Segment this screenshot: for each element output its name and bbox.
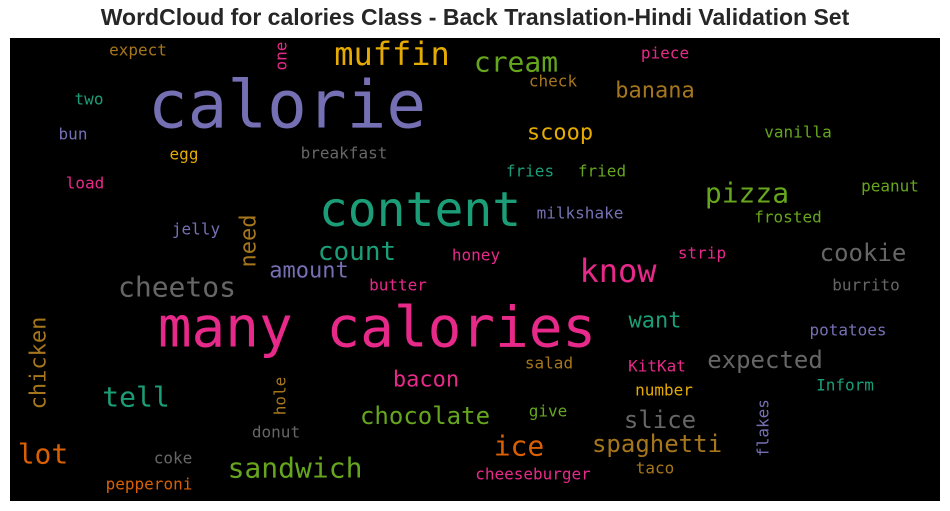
- word-butter: butter: [369, 276, 427, 295]
- word-strip: strip: [678, 244, 726, 263]
- word-flakes: flakes: [754, 399, 773, 457]
- word-pizza: pizza: [705, 177, 789, 210]
- word-frosted: frosted: [754, 208, 821, 227]
- word-slice: slice: [624, 406, 696, 434]
- word-peanut: peanut: [861, 177, 919, 196]
- word-potatoes: potatoes: [809, 321, 886, 340]
- word-number: number: [635, 381, 693, 400]
- word-jelly: jelly: [172, 220, 221, 239]
- word-fries: fries: [506, 162, 554, 181]
- word-sandwich: sandwich: [228, 452, 363, 485]
- word-bacon: bacon: [393, 368, 459, 393]
- word-lot: lot: [18, 438, 69, 471]
- word-know: know: [579, 252, 657, 290]
- word-piece: piece: [641, 44, 689, 63]
- word-coke: coke: [154, 449, 193, 468]
- word-two: two: [75, 90, 104, 109]
- wordcloud-svg: calorie many calories content muffin know cre…: [18, 38, 919, 494]
- word-vanilla: vanilla: [764, 123, 831, 142]
- word-content: content: [319, 182, 521, 238]
- word-scoop: scoop: [527, 121, 593, 146]
- word-honey: honey: [452, 246, 501, 265]
- word-cream: cream: [474, 46, 558, 79]
- word-want: want: [629, 309, 682, 334]
- word-breakfast: breakfast: [301, 144, 388, 163]
- word-inform: Inform: [816, 376, 874, 395]
- word-expect: expect: [109, 41, 167, 60]
- word-pepperoni: pepperoni: [106, 475, 193, 494]
- word-bun: bun: [59, 125, 88, 144]
- word-salad: salad: [525, 354, 573, 373]
- word-expected: expected: [707, 346, 823, 374]
- word-amount: amount: [269, 259, 348, 284]
- word-give: give: [529, 402, 568, 421]
- word-hole: hole: [271, 377, 290, 416]
- word-check: check: [529, 72, 578, 91]
- word-cookie: cookie: [820, 239, 907, 267]
- word-burrito: burrito: [832, 276, 899, 295]
- word-many-calories: many calories: [158, 296, 596, 361]
- word-banana: banana: [615, 79, 694, 104]
- word-milkshake: milkshake: [537, 204, 624, 223]
- word-chocolate: chocolate: [360, 402, 490, 430]
- word-egg: egg: [170, 145, 199, 164]
- word-load: load: [66, 174, 105, 193]
- word-need: need: [237, 215, 262, 268]
- word-ice: ice: [494, 430, 545, 463]
- word-cheetos: cheetos: [118, 271, 236, 304]
- word-cheeseburger: cheeseburger: [475, 465, 591, 484]
- word-chicken: chicken: [27, 317, 52, 410]
- word-donut: donut: [252, 423, 300, 442]
- chart-title: WordCloud for calories Class - Back Tran…: [100, 4, 850, 30]
- word-muffin: muffin: [334, 38, 450, 73]
- word-count: count: [318, 237, 396, 267]
- word-taco: taco: [636, 459, 675, 478]
- word-tell: tell: [102, 381, 169, 414]
- word-one: one: [272, 42, 291, 71]
- word-spaghetti: spaghetti: [592, 430, 722, 458]
- wordcloud-canvas: calorie many calories content muffin know cre…: [10, 38, 940, 501]
- word-calorie: calorie: [148, 67, 426, 144]
- word-kitkat: KitKat: [628, 357, 686, 376]
- word-fried: fried: [578, 162, 626, 181]
